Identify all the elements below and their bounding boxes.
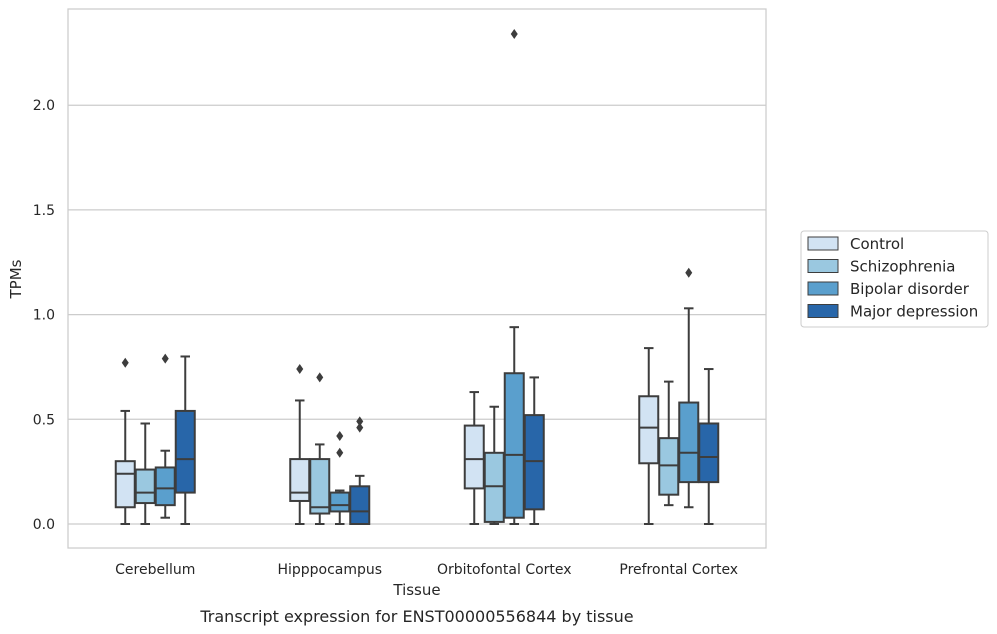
- legend-swatch: [807, 259, 839, 273]
- outlier-point: [161, 353, 169, 364]
- box-control: [114, 357, 136, 525]
- iqr-box: [309, 458, 331, 515]
- outlier-point: [685, 267, 693, 278]
- outlier-point: [356, 416, 364, 427]
- outlier-point: [316, 372, 324, 383]
- iqr-box: [114, 460, 136, 509]
- box-schizophrenia: [658, 380, 680, 507]
- box-major-depression: [523, 376, 545, 525]
- legend-swatch: [807, 281, 839, 296]
- legend-swatch: [807, 304, 839, 318]
- iqr-box: [523, 414, 545, 511]
- box-schizophrenia: [309, 372, 331, 525]
- outlier-point: [510, 29, 518, 40]
- x-axis-label: Tissue: [392, 581, 440, 599]
- iqr-box: [154, 466, 176, 507]
- box-bipolar-disorder: [154, 353, 176, 519]
- x-tick-label: Hipppocampus: [277, 562, 382, 578]
- iqr-box: [463, 424, 485, 490]
- iqr-box: [638, 395, 660, 465]
- iqr-box: [678, 401, 700, 484]
- legend-label: Bipolar disorder: [850, 280, 970, 298]
- x-tick-label: Cerebellum: [115, 562, 195, 578]
- iqr-box: [289, 458, 311, 502]
- outlier-point: [296, 364, 304, 375]
- legend-label: Major depression: [850, 303, 978, 321]
- outlier-point: [121, 357, 129, 368]
- legend-frame: [800, 230, 989, 328]
- iqr-box: [349, 485, 371, 526]
- iqr-box: [174, 409, 196, 494]
- legend-label: Control: [850, 235, 904, 253]
- outlier-point: [336, 431, 344, 442]
- box-bipolar-disorder: [329, 431, 351, 525]
- legend: Control Schizophrenia Bipolar disorder Majo…: [800, 230, 989, 328]
- box-control: [289, 364, 311, 525]
- y-tick-label: 2.0: [33, 98, 55, 114]
- y-tick-labels: 0.0 0.5 1.0 1.5 2.0: [33, 98, 55, 533]
- box-bipolar-disorder: [503, 29, 525, 525]
- x-tick-labels: Cerebellum Hipppocampus Orbitofontal Corte…: [115, 562, 738, 578]
- y-axis-label: TPMs: [7, 259, 25, 299]
- y-tick-label: 0.5: [33, 412, 55, 428]
- iqr-box: [483, 451, 505, 523]
- box-major-depression: [698, 368, 720, 525]
- legend-swatch: [807, 236, 839, 251]
- iqr-box: [329, 491, 351, 513]
- outlier-point: [356, 422, 364, 433]
- y-tick-label: 0.0: [33, 517, 55, 533]
- iqr-box: [503, 372, 525, 519]
- iqr-box: [698, 422, 720, 484]
- outlier-point: [336, 447, 344, 458]
- iqr-box: [658, 437, 680, 496]
- box-control: [463, 391, 485, 525]
- box-control: [638, 347, 660, 525]
- y-tick-label: 1.5: [33, 203, 55, 219]
- x-tick-label: Orbitofontal Cortex: [437, 562, 572, 578]
- boxplots: [114, 29, 720, 526]
- box-major-depression: [174, 355, 196, 525]
- box-schizophrenia: [134, 422, 156, 525]
- plot-frame: [67, 8, 767, 549]
- chart-caption: Transcript expression for ENST0000055684…: [199, 607, 633, 626]
- box-major-depression: [349, 416, 371, 526]
- x-tick-label: Prefrontal Cortex: [619, 562, 738, 578]
- box-bipolar-disorder: [678, 267, 700, 509]
- iqr-box: [134, 468, 156, 505]
- box-schizophrenia: [483, 405, 505, 525]
- legend-label: Schizophrenia: [850, 258, 955, 276]
- y-tick-label: 1.0: [33, 308, 55, 324]
